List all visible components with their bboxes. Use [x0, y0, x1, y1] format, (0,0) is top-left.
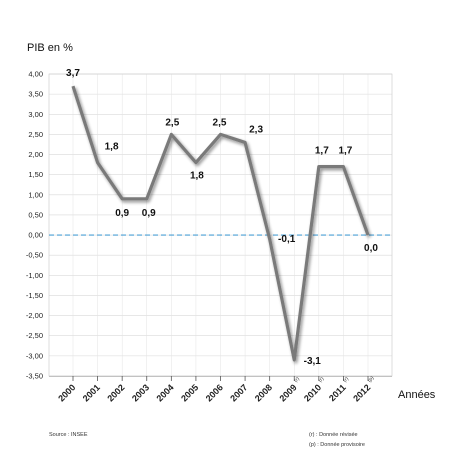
y-tick-label: -3,00 — [26, 351, 43, 360]
x-tick-note-2011: (r) — [342, 376, 350, 384]
x-tick-label-2005: 2005 — [179, 382, 200, 403]
data-label-2009: -3,1 — [304, 356, 322, 367]
y-tick-label: 2,00 — [28, 150, 43, 159]
x-tick-label-2008: 2008 — [253, 382, 274, 403]
data-label-2001: 1,8 — [105, 142, 119, 153]
x-tick-label-2003: 2003 — [130, 382, 151, 403]
x-tick-label-2012: 2012 — [351, 382, 372, 403]
x-tick-label-2000: 2000 — [56, 382, 77, 403]
y-axis-title: PIB en % — [27, 42, 73, 54]
y-tick-label: 1,00 — [28, 190, 43, 199]
data-label-2000: 3,7 — [66, 68, 80, 79]
x-tick-label-2006: 2006 — [204, 382, 225, 403]
x-axis-ticks: 2000 2001 2002 2003 2004 2005 2006 2007 2008 2009… — [56, 375, 375, 404]
y-tick-label: -1,50 — [26, 291, 43, 300]
y-tick-label: -2,50 — [26, 331, 43, 340]
x-tick-label-2009: 2009 — [277, 382, 298, 403]
y-tick-label: 2,50 — [28, 130, 43, 139]
x-tick-note-2010: (r) — [318, 376, 326, 384]
y-tick-label: 1,50 — [28, 170, 43, 179]
data-label-2007: 2,3 — [249, 124, 263, 135]
y-tick-label: -2,00 — [26, 311, 43, 320]
data-label-2006: 2,5 — [213, 117, 227, 128]
y-tick-label: 0,00 — [28, 231, 43, 240]
source-note: Source : INSEE — [49, 432, 88, 438]
x-tick-note-2012: (p) — [367, 375, 376, 384]
gdp-series-line — [71, 85, 370, 362]
x-tick-label-2011: 2011 — [327, 382, 348, 403]
data-labels: 3,7 1,8 0,9 0,9 2,5 1,8 2,5 2,3 -0,1 -3,1 1,7 1,7 0,… — [66, 68, 378, 367]
data-label-2005: 1,8 — [190, 171, 204, 182]
footnote-provisional: (p) : Donnée provisoire — [309, 442, 365, 448]
y-tick-label: 3,00 — [28, 110, 43, 119]
x-axis-marks — [49, 376, 392, 381]
data-label-2010: 1,7 — [315, 146, 329, 157]
y-tick-label: -1,00 — [26, 271, 43, 280]
y-axis-ticks: 4,00 3,50 3,00 2,50 2,00 1,50 1,00 0,50 0,00 -0,5… — [26, 70, 43, 381]
y-tick-label: 0,50 — [28, 210, 43, 219]
data-label-2011: 1,7 — [338, 146, 352, 157]
y-tick-label: -3,50 — [26, 372, 43, 381]
y-tick-label: -0,50 — [26, 251, 43, 260]
y-tick-label: 3,50 — [28, 90, 43, 99]
data-label-2003: 0,9 — [142, 208, 156, 219]
data-label-2008: -0,1 — [278, 234, 296, 245]
x-tick-label-2002: 2002 — [105, 382, 126, 403]
x-tick-label-2001: 2001 — [81, 382, 102, 403]
x-tick-label-2004: 2004 — [155, 382, 176, 403]
x-tick-label-2010: 2010 — [302, 382, 323, 403]
data-label-2002: 0,9 — [115, 208, 129, 219]
data-label-2012: 0,0 — [364, 243, 378, 254]
y-tick-label: 4,00 — [28, 70, 43, 79]
x-tick-label-2007: 2007 — [228, 382, 249, 403]
data-label-2004: 2,5 — [165, 117, 179, 128]
footnote-revised: (r) : Donnée révisée — [309, 432, 358, 438]
x-axis-title: Années — [398, 389, 436, 401]
x-tick-note-2009: (r) — [293, 376, 301, 384]
